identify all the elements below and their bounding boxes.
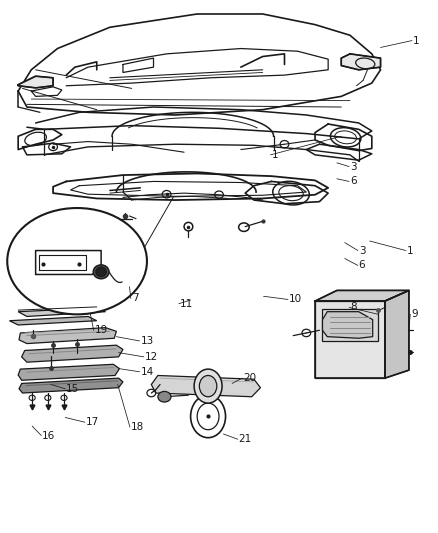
Text: 12: 12 [145, 352, 158, 362]
Ellipse shape [93, 265, 109, 279]
Polygon shape [18, 76, 53, 88]
Text: 3: 3 [350, 161, 357, 172]
Polygon shape [315, 290, 409, 301]
Text: 20: 20 [243, 373, 256, 383]
Polygon shape [18, 308, 106, 317]
Polygon shape [19, 328, 117, 344]
Ellipse shape [7, 208, 147, 314]
Polygon shape [321, 309, 378, 341]
Polygon shape [19, 378, 123, 393]
Polygon shape [10, 317, 97, 325]
Text: 1: 1 [272, 150, 278, 160]
Text: 3: 3 [359, 246, 365, 255]
Text: 6: 6 [350, 176, 357, 187]
Polygon shape [21, 345, 123, 362]
Polygon shape [151, 375, 261, 397]
Text: 21: 21 [239, 434, 252, 445]
Polygon shape [315, 301, 385, 378]
Text: 1: 1 [413, 36, 420, 45]
Text: 14: 14 [141, 367, 154, 377]
Text: 17: 17 [86, 417, 99, 427]
Text: 19: 19 [95, 325, 108, 335]
Polygon shape [341, 54, 381, 70]
Circle shape [194, 369, 222, 403]
Ellipse shape [158, 391, 171, 402]
Text: 6: 6 [359, 261, 365, 270]
Polygon shape [322, 312, 373, 338]
Text: 18: 18 [131, 422, 144, 432]
Ellipse shape [96, 267, 106, 277]
Text: 1: 1 [407, 246, 413, 255]
Polygon shape [18, 365, 120, 380]
Polygon shape [385, 290, 409, 378]
Text: 11: 11 [180, 298, 193, 309]
Text: 9: 9 [411, 309, 418, 319]
Text: 16: 16 [42, 431, 56, 441]
Text: 10: 10 [289, 294, 302, 304]
Text: 8: 8 [350, 302, 357, 312]
Text: 13: 13 [141, 336, 154, 346]
Text: 7: 7 [132, 293, 138, 303]
Text: 15: 15 [66, 384, 79, 394]
Circle shape [199, 375, 217, 397]
